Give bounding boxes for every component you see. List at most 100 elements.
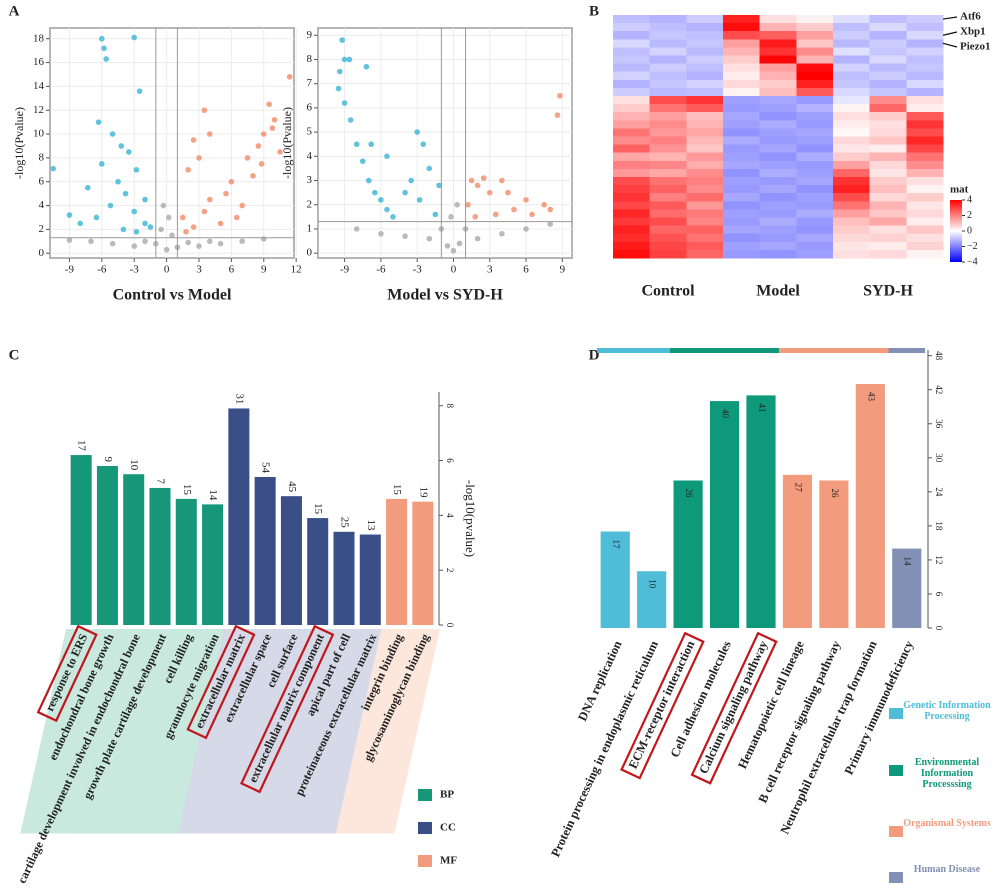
heatmap-cell bbox=[906, 249, 944, 259]
y-tick-label: 6 bbox=[307, 101, 313, 113]
gene-pointer bbox=[942, 16, 958, 20]
heatmap-cell bbox=[759, 55, 797, 65]
heatmap-cell bbox=[833, 249, 871, 259]
point bbox=[142, 196, 148, 203]
heatmap-cell bbox=[649, 136, 687, 146]
point bbox=[402, 233, 408, 240]
heatmap-cell bbox=[869, 225, 907, 235]
heatmap-cell bbox=[906, 185, 944, 194]
point bbox=[228, 178, 235, 185]
heatmap-cell bbox=[649, 120, 687, 129]
heatmap-cell bbox=[833, 23, 871, 32]
heatmap-cell bbox=[723, 96, 761, 105]
point bbox=[133, 167, 140, 173]
point bbox=[454, 201, 460, 208]
point bbox=[118, 143, 125, 149]
heatmap-cell bbox=[723, 144, 761, 154]
y-tick-label: 7 bbox=[307, 77, 313, 89]
x-tick-label: 9 bbox=[261, 264, 267, 276]
heatmap-cell bbox=[906, 71, 944, 81]
y-tick-label: 8 bbox=[307, 53, 313, 65]
heatmap-cell bbox=[649, 168, 687, 178]
y-tick-label: 18 bbox=[33, 32, 45, 44]
point bbox=[131, 243, 138, 249]
point bbox=[378, 230, 384, 237]
heatmap-cell bbox=[759, 15, 797, 24]
heatmap-cell bbox=[906, 201, 944, 210]
heatmap-cell bbox=[833, 104, 871, 113]
heatmap-cell bbox=[796, 79, 834, 89]
point bbox=[206, 131, 213, 137]
y-tick-label: 36 bbox=[934, 419, 944, 429]
heatmap-cell bbox=[723, 225, 761, 235]
point bbox=[493, 211, 499, 218]
heatmap-cell bbox=[686, 225, 724, 235]
point bbox=[378, 197, 384, 203]
heatmap-cell bbox=[833, 241, 871, 251]
heatmap-cell bbox=[759, 71, 797, 81]
bar bbox=[70, 455, 92, 625]
point bbox=[448, 214, 454, 220]
heatmap-cell bbox=[723, 241, 761, 251]
heatmap-cell bbox=[833, 112, 871, 121]
heatmap-cell bbox=[649, 31, 687, 40]
highlight-box bbox=[36, 624, 98, 723]
heatmap-cell bbox=[796, 201, 834, 210]
heatmap-cell bbox=[613, 249, 651, 259]
point bbox=[88, 238, 94, 245]
y-axis-label: -log10(Pvalue) bbox=[280, 107, 294, 179]
bar bbox=[280, 496, 302, 625]
heatmap-cell bbox=[686, 87, 724, 97]
bar bbox=[855, 384, 885, 628]
heatmap-cell bbox=[723, 177, 761, 186]
heatmap-cell bbox=[723, 112, 761, 121]
heatmap-cell bbox=[613, 15, 651, 24]
point bbox=[474, 182, 481, 189]
heatmap-cell bbox=[833, 225, 871, 235]
heatmap-cell bbox=[869, 15, 907, 24]
plot-frame bbox=[49, 27, 295, 259]
count-label: 31 bbox=[233, 393, 245, 404]
panel-label: A bbox=[9, 3, 20, 19]
heatmap-cell bbox=[759, 160, 797, 170]
x-tick-label: 6 bbox=[229, 264, 235, 276]
heatmap-cell bbox=[723, 136, 761, 146]
heatmap-cell bbox=[906, 39, 944, 48]
heatmap-cell bbox=[723, 15, 761, 24]
value-label: 43 bbox=[866, 392, 876, 402]
y-tick-label: 0 bbox=[445, 623, 455, 628]
heatmap-cell bbox=[613, 168, 651, 178]
heatmap-cell bbox=[833, 209, 871, 219]
heatmap-cell bbox=[649, 79, 687, 89]
point bbox=[416, 197, 423, 203]
point bbox=[511, 206, 517, 213]
heatmap-cell bbox=[869, 47, 907, 57]
count-label: 45 bbox=[286, 481, 298, 493]
gene-label: Xbp1 bbox=[960, 26, 986, 38]
point bbox=[66, 212, 73, 218]
group-strip bbox=[669, 348, 780, 353]
heatmap-cell bbox=[759, 177, 797, 186]
count-label: 15 bbox=[181, 484, 193, 496]
bar bbox=[782, 474, 813, 628]
point bbox=[341, 100, 348, 106]
legend-label: Organismal Systems bbox=[903, 818, 991, 829]
heatmap-cell bbox=[906, 96, 944, 105]
heatmap-cell bbox=[649, 63, 687, 73]
gene-label: Piezo1 bbox=[960, 41, 991, 53]
heatmap-cell bbox=[649, 152, 687, 162]
point bbox=[131, 208, 138, 215]
heatmap-cell bbox=[759, 233, 797, 243]
heatmap-cell bbox=[759, 144, 797, 154]
point bbox=[206, 196, 213, 203]
point bbox=[239, 202, 245, 209]
y-tick-label: 6 bbox=[934, 592, 944, 597]
highlight-box bbox=[690, 631, 778, 785]
heatmap-cell bbox=[796, 87, 834, 97]
legend-swatch bbox=[889, 708, 903, 719]
heatmap-cell bbox=[906, 144, 944, 154]
heatmap-cell bbox=[686, 177, 724, 186]
legend-swatch bbox=[418, 789, 432, 801]
heatmap-cell bbox=[649, 201, 687, 210]
heatmap-cell bbox=[906, 241, 944, 251]
